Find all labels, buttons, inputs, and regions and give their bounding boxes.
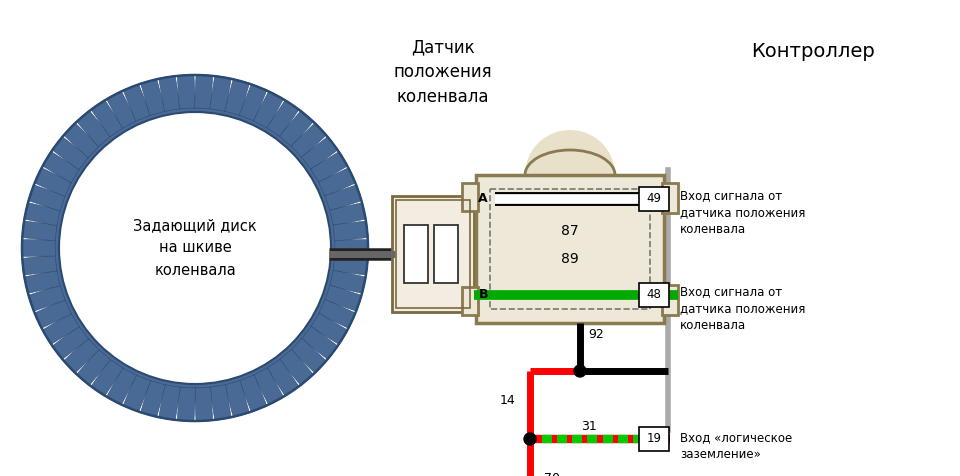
Polygon shape — [91, 100, 123, 137]
Polygon shape — [301, 137, 338, 170]
Polygon shape — [107, 91, 136, 129]
Polygon shape — [140, 380, 165, 417]
Polygon shape — [42, 313, 80, 345]
Polygon shape — [225, 380, 250, 417]
Polygon shape — [24, 270, 60, 293]
Text: B: B — [478, 288, 488, 301]
Polygon shape — [28, 285, 65, 311]
Text: 14: 14 — [500, 395, 516, 407]
Polygon shape — [63, 123, 99, 158]
FancyBboxPatch shape — [662, 183, 678, 213]
Polygon shape — [24, 203, 60, 226]
Polygon shape — [77, 349, 110, 386]
Text: 87: 87 — [562, 224, 579, 238]
Polygon shape — [209, 385, 231, 420]
Polygon shape — [291, 338, 326, 373]
Circle shape — [59, 112, 331, 384]
Polygon shape — [329, 270, 366, 293]
Text: Вход сигнала от
датчика положения
коленвала: Вход сигнала от датчика положения коленв… — [680, 189, 805, 236]
Polygon shape — [279, 110, 314, 147]
Polygon shape — [319, 168, 356, 197]
Polygon shape — [279, 349, 314, 386]
Polygon shape — [63, 338, 99, 373]
Polygon shape — [21, 240, 56, 257]
FancyBboxPatch shape — [639, 427, 669, 451]
Polygon shape — [324, 185, 362, 211]
Polygon shape — [319, 299, 356, 328]
Polygon shape — [52, 137, 88, 170]
Polygon shape — [22, 221, 57, 241]
Text: Вход сигнала от
датчика положения
коленвала: Вход сигнала от датчика положения коленв… — [680, 285, 805, 332]
Text: 49: 49 — [646, 192, 661, 206]
Polygon shape — [52, 326, 88, 359]
Text: 48: 48 — [647, 288, 661, 301]
Polygon shape — [311, 313, 348, 345]
Polygon shape — [335, 240, 369, 257]
Polygon shape — [123, 84, 151, 121]
FancyBboxPatch shape — [434, 225, 458, 283]
Text: A: A — [478, 192, 488, 206]
Wedge shape — [525, 130, 615, 175]
Polygon shape — [209, 76, 231, 111]
Text: Вход «логическое
заземление»: Вход «логическое заземление» — [680, 431, 792, 461]
Polygon shape — [253, 91, 283, 129]
Text: Контроллер: Контроллер — [751, 42, 875, 61]
Polygon shape — [239, 84, 267, 121]
Text: 70: 70 — [544, 473, 560, 476]
FancyBboxPatch shape — [639, 187, 669, 211]
Polygon shape — [239, 375, 267, 412]
Polygon shape — [195, 387, 213, 422]
Polygon shape — [195, 74, 213, 109]
Polygon shape — [158, 385, 180, 420]
FancyBboxPatch shape — [404, 225, 428, 283]
Polygon shape — [333, 255, 369, 275]
FancyBboxPatch shape — [476, 175, 664, 323]
Polygon shape — [225, 79, 250, 116]
Polygon shape — [107, 367, 136, 405]
FancyBboxPatch shape — [462, 183, 478, 211]
Polygon shape — [333, 221, 369, 241]
Polygon shape — [311, 151, 348, 183]
Polygon shape — [140, 79, 165, 116]
Polygon shape — [158, 76, 180, 111]
Polygon shape — [267, 100, 300, 137]
FancyBboxPatch shape — [462, 287, 478, 315]
Polygon shape — [22, 255, 57, 275]
FancyBboxPatch shape — [392, 196, 474, 312]
Polygon shape — [28, 185, 65, 211]
Circle shape — [47, 100, 343, 396]
Polygon shape — [329, 203, 366, 226]
Polygon shape — [253, 367, 283, 405]
Circle shape — [524, 433, 536, 445]
Text: 92: 92 — [588, 328, 604, 341]
Polygon shape — [123, 375, 151, 412]
Text: 31: 31 — [581, 420, 597, 434]
Polygon shape — [91, 359, 123, 396]
Polygon shape — [291, 123, 326, 158]
Polygon shape — [324, 285, 362, 311]
Polygon shape — [178, 74, 196, 109]
Text: Датчик
положения
коленвала: Датчик положения коленвала — [394, 38, 492, 106]
Polygon shape — [42, 151, 80, 183]
Text: 89: 89 — [562, 252, 579, 266]
Polygon shape — [35, 168, 72, 197]
Polygon shape — [301, 326, 338, 359]
FancyBboxPatch shape — [639, 283, 669, 307]
Polygon shape — [35, 299, 72, 328]
Polygon shape — [267, 359, 300, 396]
Text: Задающий диск
на шкиве
коленвала: Задающий диск на шкиве коленвала — [133, 218, 257, 278]
Text: 19: 19 — [646, 433, 661, 446]
Polygon shape — [77, 110, 110, 147]
Circle shape — [574, 365, 586, 377]
Circle shape — [59, 112, 331, 384]
Polygon shape — [178, 387, 196, 422]
FancyBboxPatch shape — [662, 285, 678, 315]
